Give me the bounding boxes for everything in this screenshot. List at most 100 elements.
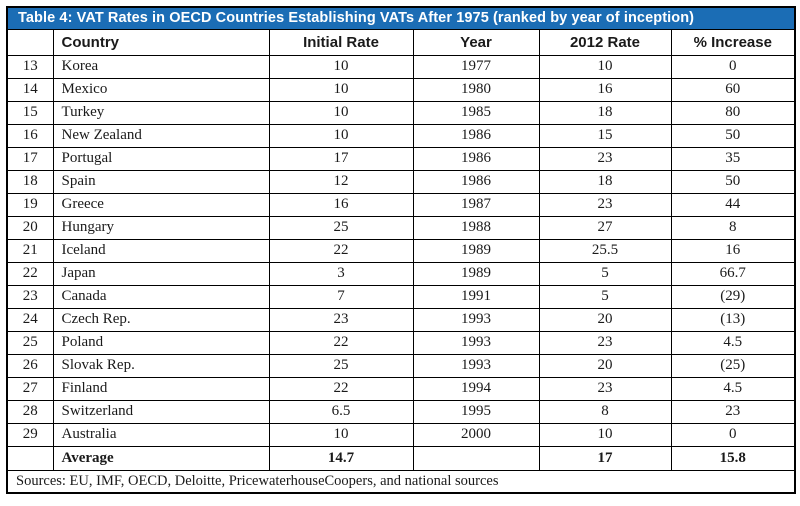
row-rank: 18: [6, 170, 54, 194]
row-initial-rate: 23: [268, 308, 414, 332]
table-row: 14 Mexico 10 1980 16 60: [6, 78, 796, 102]
row-2012-rate: 15: [538, 124, 672, 148]
table-row: 18 Spain 12 1986 18 50: [6, 170, 796, 194]
table-row: 24 Czech Rep. 23 1993 20 (13): [6, 308, 796, 332]
average-initial-rate: 14.7: [268, 446, 414, 471]
row-2012-rate: 23: [538, 331, 672, 355]
row-rank: 17: [6, 147, 54, 171]
table-title: Table 4: VAT Rates in OECD Countries Est…: [6, 6, 796, 30]
row-rank: 19: [6, 193, 54, 217]
row-rank: 21: [6, 239, 54, 263]
row-initial-rate: 7: [268, 285, 414, 309]
sources-note: Sources: EU, IMF, OECD, Deloitte, Pricew…: [6, 470, 796, 494]
vat-rates-table: Table 4: VAT Rates in OECD Countries Est…: [6, 6, 797, 494]
table-row: 15 Turkey 10 1985 18 80: [6, 101, 796, 125]
row-2012-rate: 20: [538, 308, 672, 332]
sources-row: Sources: EU, IMF, OECD, Deloitte, Pricew…: [6, 470, 796, 494]
row-year: 2000: [412, 423, 540, 447]
row-country: Canada: [52, 285, 270, 309]
table-row: 28 Switzerland 6.5 1995 8 23: [6, 400, 796, 424]
row-initial-rate: 10: [268, 423, 414, 447]
row-initial-rate: 10: [268, 101, 414, 125]
row-rank: 24: [6, 308, 54, 332]
row-initial-rate: 25: [268, 354, 414, 378]
row-2012-rate: 23: [538, 193, 672, 217]
row-rank: 28: [6, 400, 54, 424]
row-rank: 20: [6, 216, 54, 240]
row-country: Slovak Rep.: [52, 354, 270, 378]
row-pct-increase: 50: [670, 124, 796, 148]
row-year: 1993: [412, 354, 540, 378]
table-row: 29 Australia 10 2000 10 0: [6, 423, 796, 447]
row-initial-rate: 16: [268, 193, 414, 217]
row-year: 1987: [412, 193, 540, 217]
row-year: 1986: [412, 170, 540, 194]
row-pct-increase: 0: [670, 423, 796, 447]
title-row: Table 4: VAT Rates in OECD Countries Est…: [6, 6, 796, 30]
row-year: 1980: [412, 78, 540, 102]
row-pct-increase: 4.5: [670, 377, 796, 401]
row-2012-rate: 5: [538, 262, 672, 286]
row-year: 1986: [412, 124, 540, 148]
row-year: 1986: [412, 147, 540, 171]
row-year: 1977: [412, 55, 540, 79]
table-row: 22 Japan 3 1989 5 66.7: [6, 262, 796, 286]
table-row: 20 Hungary 25 1988 27 8: [6, 216, 796, 240]
table-row: 16 New Zealand 10 1986 15 50: [6, 124, 796, 148]
average-label: Average: [52, 446, 270, 471]
row-2012-rate: 16: [538, 78, 672, 102]
row-country: Finland: [52, 377, 270, 401]
row-2012-rate: 18: [538, 170, 672, 194]
row-initial-rate: 6.5: [268, 400, 414, 424]
table-row: 17 Portugal 17 1986 23 35: [6, 147, 796, 171]
row-country: Greece: [52, 193, 270, 217]
row-country: Hungary: [52, 216, 270, 240]
row-2012-rate: 10: [538, 423, 672, 447]
row-rank: 15: [6, 101, 54, 125]
row-initial-rate: 10: [268, 124, 414, 148]
row-initial-rate: 22: [268, 377, 414, 401]
row-2012-rate: 8: [538, 400, 672, 424]
row-pct-increase: 60: [670, 78, 796, 102]
row-rank: 23: [6, 285, 54, 309]
col-header-pct-increase: % Increase: [670, 29, 796, 56]
row-pct-increase: 4.5: [670, 331, 796, 355]
row-year: 1989: [412, 239, 540, 263]
row-country: Mexico: [52, 78, 270, 102]
average-row: Average 14.7 17 15.8: [6, 446, 796, 471]
row-rank: 26: [6, 354, 54, 378]
table-row: 26 Slovak Rep. 25 1993 20 (25): [6, 354, 796, 378]
table-row: 13 Korea 10 1977 10 0: [6, 55, 796, 79]
col-header-country: Country: [52, 29, 270, 56]
row-country: Switzerland: [52, 400, 270, 424]
row-pct-increase: 0: [670, 55, 796, 79]
row-year: 1989: [412, 262, 540, 286]
row-pct-increase: 8: [670, 216, 796, 240]
row-country: Korea: [52, 55, 270, 79]
row-initial-rate: 25: [268, 216, 414, 240]
row-initial-rate: 12: [268, 170, 414, 194]
average-year: [412, 446, 540, 471]
row-2012-rate: 20: [538, 354, 672, 378]
row-2012-rate: 23: [538, 147, 672, 171]
row-initial-rate: 10: [268, 78, 414, 102]
row-year: 1993: [412, 308, 540, 332]
row-year: 1991: [412, 285, 540, 309]
row-year: 1988: [412, 216, 540, 240]
row-country: Japan: [52, 262, 270, 286]
average-pct-increase: 15.8: [670, 446, 796, 471]
row-pct-increase: 44: [670, 193, 796, 217]
row-country: Portugal: [52, 147, 270, 171]
row-initial-rate: 17: [268, 147, 414, 171]
row-country: New Zealand: [52, 124, 270, 148]
row-rank: 16: [6, 124, 54, 148]
row-year: 1995: [412, 400, 540, 424]
row-country: Spain: [52, 170, 270, 194]
row-rank: 27: [6, 377, 54, 401]
table-row: 27 Finland 22 1994 23 4.5: [6, 377, 796, 401]
row-initial-rate: 10: [268, 55, 414, 79]
table-row: 19 Greece 16 1987 23 44: [6, 193, 796, 217]
row-year: 1994: [412, 377, 540, 401]
col-header-rank: [6, 29, 54, 56]
